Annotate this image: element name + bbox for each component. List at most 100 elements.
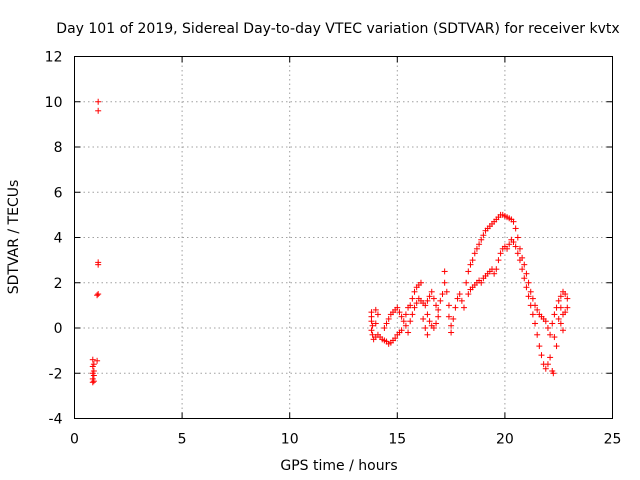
- data-point: [471, 250, 478, 257]
- data-point: [441, 268, 448, 275]
- data-point: [538, 352, 545, 359]
- data-point: [551, 311, 558, 318]
- data-point: [402, 322, 409, 329]
- data-point: [383, 320, 390, 327]
- data-point: [89, 356, 96, 363]
- x-tick-label: 5: [178, 432, 187, 448]
- data-point: [95, 98, 102, 105]
- y-tick-label: 8: [54, 140, 63, 156]
- data-point: [519, 266, 526, 273]
- data-point: [521, 275, 528, 282]
- data-point: [385, 315, 392, 322]
- data-point: [557, 304, 564, 311]
- data-point: [536, 343, 543, 350]
- data-point: [372, 320, 379, 327]
- data-point: [398, 327, 405, 334]
- data-point: [90, 372, 97, 379]
- data-point: [394, 304, 401, 311]
- x-tick-labels: 0 5 10 15 20 25: [70, 432, 621, 448]
- data-point: [544, 325, 551, 331]
- data-point: [435, 306, 442, 313]
- data-point: [413, 300, 420, 307]
- data-point: [400, 318, 407, 325]
- data-point: [473, 245, 480, 252]
- data-point: [557, 320, 564, 327]
- data-point: [467, 261, 474, 268]
- data-point: [368, 327, 375, 334]
- data-point: [478, 236, 485, 243]
- data-point: [551, 334, 558, 341]
- data-point: [409, 295, 416, 302]
- y-tick-label: 12: [45, 50, 63, 66]
- data-point: [476, 241, 483, 248]
- data-point: [426, 318, 433, 325]
- data-point: [534, 331, 541, 338]
- y-tick-label: 4: [54, 231, 63, 247]
- data-point: [369, 331, 376, 338]
- data-point: [411, 288, 418, 295]
- data-point: [372, 306, 379, 313]
- data-point: [424, 297, 431, 304]
- data-point: [94, 357, 101, 364]
- data-point: [90, 378, 97, 385]
- data-point: [424, 311, 431, 318]
- x-tick-label: 0: [70, 432, 79, 448]
- data-point: [514, 250, 521, 257]
- data-point: [542, 365, 549, 372]
- data-point: [547, 354, 554, 361]
- data-point: [564, 295, 571, 302]
- data-point: [560, 327, 567, 334]
- data-point: [435, 313, 442, 320]
- data-point: [529, 295, 536, 302]
- y-tick-labels: -4 -2 0 2 4 6 8 10 12: [45, 50, 63, 428]
- data-point: [480, 232, 487, 239]
- data-point: [555, 297, 562, 304]
- data-point: [89, 379, 96, 386]
- data-point: [448, 329, 455, 336]
- data-point: [516, 245, 523, 252]
- data-point: [411, 304, 418, 311]
- data-point: [369, 322, 376, 329]
- data-point: [512, 243, 519, 250]
- data-point: [424, 331, 431, 338]
- data-point: [469, 257, 476, 264]
- data-point: [506, 241, 513, 248]
- y-tick-label: 10: [45, 95, 63, 111]
- grid-lines: [74, 56, 613, 419]
- data-point: [510, 218, 517, 225]
- data-point: [430, 295, 437, 302]
- data-point: [544, 361, 551, 368]
- data-point: [504, 245, 511, 252]
- data-point: [407, 302, 414, 309]
- data-point: [428, 288, 435, 295]
- y-tick-label: -4: [49, 412, 63, 428]
- y-axis-label: SDTVAR / TECUs: [6, 180, 22, 295]
- data-point: [458, 297, 465, 304]
- data-point: [445, 313, 452, 320]
- y-tick-label: -2: [49, 366, 63, 382]
- data-point: [95, 261, 102, 268]
- y-tick-label: 2: [54, 276, 63, 292]
- data-point: [426, 293, 433, 300]
- data-point: [532, 302, 539, 309]
- data-point: [95, 107, 102, 114]
- data-point: [422, 302, 429, 309]
- data-point: [525, 293, 532, 300]
- data-point: [532, 320, 539, 327]
- data-point: [407, 318, 414, 325]
- y-tick-label: 6: [54, 185, 63, 201]
- data-point: [557, 293, 564, 300]
- data-point: [478, 279, 485, 286]
- data-point: [94, 292, 101, 299]
- data-point: [422, 325, 429, 331]
- data-point: [493, 266, 500, 273]
- x-tick-label: 10: [281, 432, 299, 448]
- data-point: [529, 311, 536, 318]
- data-points: [89, 98, 571, 386]
- data-point: [491, 270, 498, 277]
- data-point: [450, 315, 457, 322]
- data-point: [374, 311, 381, 318]
- data-point: [439, 291, 446, 298]
- data-point: [448, 322, 455, 329]
- data-point: [420, 315, 427, 322]
